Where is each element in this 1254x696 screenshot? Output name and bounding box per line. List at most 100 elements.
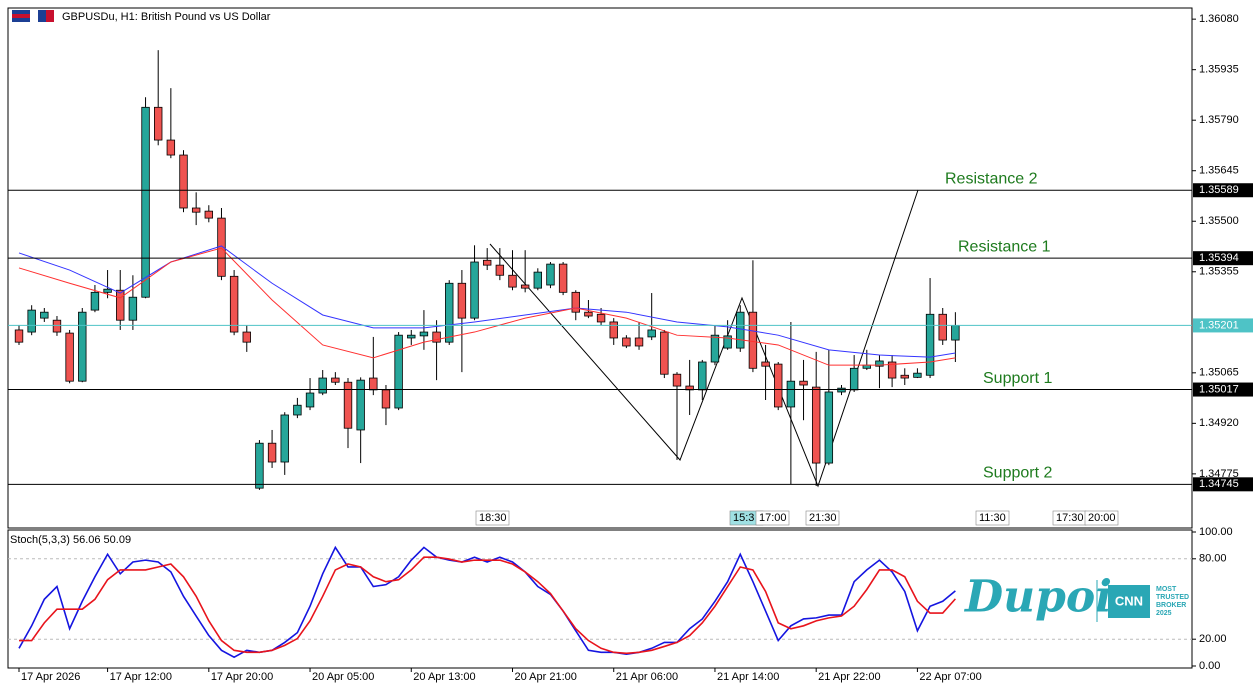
level-price-box — [1193, 251, 1253, 266]
candle-body — [647, 329, 656, 338]
level-label: Support 2 — [983, 465, 1052, 482]
time-marker-box — [755, 510, 790, 526]
level-price-box — [1193, 382, 1253, 397]
current-price-box — [1193, 318, 1253, 333]
time-marker-box — [1084, 510, 1119, 526]
candle-body — [242, 331, 251, 343]
candle-body — [546, 263, 555, 286]
candle-body — [470, 261, 479, 319]
symbol-icons[interactable] — [12, 10, 54, 22]
candle-body — [723, 335, 732, 349]
candle-body — [318, 377, 327, 394]
y-tick-label: 80.00 — [1199, 553, 1227, 565]
candle-body — [887, 361, 897, 379]
candle-body — [786, 380, 796, 408]
time-marker: 17:30 — [1056, 512, 1084, 524]
time-marker: 15:3 — [733, 512, 754, 524]
time-marker: 18:30 — [479, 512, 507, 524]
watermark: Dupoin CNN MOST TRUSTED BROKER 2025 — [963, 572, 1189, 623]
y-tick-label: 1.34775 — [1199, 468, 1239, 480]
candle-body — [141, 106, 150, 298]
candle-body — [925, 313, 935, 376]
candle-body — [533, 271, 543, 289]
candle-body — [698, 361, 707, 391]
award-text: MOST — [1156, 586, 1177, 593]
award-text: BROKER — [1156, 602, 1186, 609]
badge-box — [1108, 585, 1150, 618]
y-tick-label: 1.36080 — [1199, 13, 1239, 25]
candle-body — [369, 377, 378, 391]
candle-body — [571, 291, 580, 313]
candle-body — [90, 291, 100, 311]
candle-body — [116, 289, 125, 321]
candle-body — [229, 275, 239, 333]
y-tick-label: 1.35645 — [1199, 165, 1239, 177]
x-tick-label: 20 Apr 21:00 — [515, 671, 577, 683]
y-tick-label: 20.00 — [1199, 633, 1227, 645]
level-price: 1.35589 — [1199, 184, 1239, 196]
award-text: TRUSTED — [1156, 594, 1189, 601]
y-tick-label: 1.34920 — [1199, 417, 1239, 429]
candle-body — [267, 442, 277, 463]
candle-body — [457, 282, 467, 319]
candle-body — [154, 106, 163, 141]
candle-body — [65, 332, 74, 382]
candle-body — [710, 334, 720, 363]
x-tick-label: 21 Apr 22:00 — [818, 671, 880, 683]
stoch-panel-frame — [7, 529, 1193, 669]
x-tick-label: 21 Apr 14:00 — [717, 671, 779, 683]
stoch-line — [18, 545, 956, 659]
x-tick-label: 17 Apr 12:00 — [110, 671, 172, 683]
candle-body — [179, 154, 188, 209]
y-tick-label: 1.35355 — [1199, 266, 1239, 278]
candle-body — [837, 387, 846, 393]
candle-body — [343, 381, 353, 429]
flag-stripe — [12, 14, 30, 18]
candle-body — [634, 337, 644, 347]
candle-body — [913, 372, 922, 378]
chart-title: GBPUSDu, H1: British Pound vs US Dollar — [62, 11, 271, 23]
y-tick-label: 1.35065 — [1199, 367, 1239, 379]
level-price: 1.34745 — [1199, 478, 1239, 490]
level-price-box — [1193, 477, 1253, 492]
candle-body — [27, 309, 36, 333]
candle-body — [204, 210, 214, 219]
candle-body — [191, 207, 201, 213]
candle-body — [508, 274, 517, 288]
time-marker-box — [975, 510, 1010, 526]
candle-body — [166, 139, 176, 156]
candle-body — [520, 284, 530, 289]
candle-body — [736, 311, 745, 349]
y-tick-label: 1.35500 — [1199, 215, 1239, 227]
candle-body — [584, 311, 593, 317]
indicator-title: Stoch(5,3,3) 56.06 50.09 — [10, 534, 131, 546]
time-marker-box — [805, 510, 840, 526]
candle-body — [331, 377, 340, 383]
time-marker: 17:00 — [759, 512, 787, 524]
candle-body — [951, 325, 960, 341]
badge-text: CNN — [1115, 593, 1143, 608]
candle-body — [52, 319, 62, 333]
level-price-box — [1193, 183, 1253, 198]
time-marker-box — [475, 510, 510, 526]
candle-body — [799, 380, 808, 386]
x-tick-label: 17 Apr 20:00 — [211, 671, 273, 683]
x-tick-label: 22 Apr 07:00 — [919, 671, 981, 683]
candle-body — [596, 313, 606, 323]
candle-body — [394, 334, 403, 409]
candle-body — [445, 282, 454, 343]
candle-body — [774, 363, 783, 408]
price-panel-frame — [7, 7, 1193, 529]
candle-body — [900, 374, 909, 379]
award-text: 2025 — [1156, 610, 1172, 617]
candle-body — [128, 296, 138, 321]
stoch-line — [19, 556, 956, 655]
time-marker: 20:00 — [1088, 512, 1116, 524]
x-tick-label: 17 Apr 2026 — [21, 671, 80, 683]
candle-body — [761, 361, 770, 367]
candle-body — [293, 404, 302, 416]
candle-body — [40, 311, 49, 319]
candle-body — [407, 334, 416, 339]
y-tick-label: 1.35935 — [1199, 64, 1239, 76]
